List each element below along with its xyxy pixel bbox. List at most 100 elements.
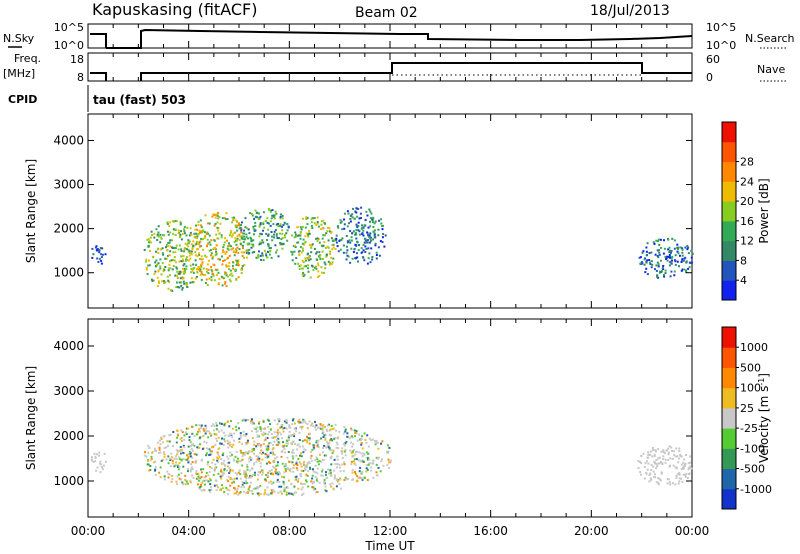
velocity-echo-cell — [350, 427, 353, 430]
velocity-echo-cell — [300, 475, 303, 478]
velocity-echo-cell — [215, 424, 218, 427]
velocity-echo-cell — [637, 467, 640, 469]
velocity-echo-cell — [238, 469, 241, 472]
velocity-echo-cell — [273, 459, 276, 462]
power-echo-cell — [326, 245, 329, 248]
velocity-echo-cell — [154, 447, 156, 450]
power-echo-cell — [175, 261, 178, 264]
velocity-echo-cell — [248, 450, 251, 453]
velocity-echo-cell — [344, 442, 347, 445]
velocity-echo-cell — [273, 431, 276, 434]
power-echo-cell — [236, 260, 239, 262]
velocity-echo-cell — [275, 472, 278, 475]
power-echo-cell — [355, 211, 358, 214]
power-echo-cell — [100, 253, 103, 256]
power-echo-cell — [299, 232, 302, 235]
velocity-echo-cell — [372, 462, 375, 465]
velocity-echo-cell — [356, 451, 359, 453]
power-echo-cell — [196, 237, 198, 240]
velocity-echo-cell — [674, 455, 677, 458]
power-echo-cell — [645, 254, 648, 256]
power-echo-cell — [205, 270, 208, 273]
velocity-echo-cell — [331, 428, 334, 431]
velocity-echo-cell — [388, 461, 390, 464]
velocity-echo-cell — [653, 453, 656, 456]
power-echo-cell — [368, 252, 371, 255]
power-echo-cell — [276, 237, 279, 239]
power-echo-cell — [670, 250, 673, 252]
velocity-echo-cell — [355, 458, 358, 461]
velocity-echo-cell — [189, 479, 192, 482]
power-echo-cell — [218, 278, 221, 281]
velocity-echo-cell — [388, 446, 391, 449]
power-echo-cell — [191, 281, 194, 284]
velocity-echo-cell — [266, 474, 269, 477]
velocity-echo-cell — [199, 443, 202, 446]
power-echo-cell — [356, 215, 359, 218]
velocity-echo-cell — [199, 486, 202, 489]
velocity-echo-cell — [667, 453, 670, 456]
velocity-echo-cell — [200, 476, 203, 478]
velocity-echo-cell — [261, 458, 264, 461]
velocity-echo-cell — [316, 440, 319, 443]
velocity-echo-cell — [312, 425, 315, 427]
velocity-echo-cell — [652, 446, 655, 449]
power-echo-cell — [673, 270, 676, 273]
power-echo-cell — [339, 219, 342, 222]
velocity-echo-cell — [243, 471, 246, 474]
power-echo-cell — [658, 253, 661, 256]
velocity-echo-cell — [159, 451, 162, 454]
velocity-echo-cell — [195, 424, 198, 427]
velocity-echo-cell — [270, 469, 273, 472]
velocity-echo-cell — [689, 461, 692, 464]
velocity-echo-cell — [251, 418, 253, 421]
velocity-echo-cell — [314, 475, 317, 478]
power-echo-cell — [179, 272, 182, 275]
velocity-colorbar-tick-label-2: 100 — [740, 382, 761, 395]
velocity-echo-cell — [217, 453, 220, 456]
velocity-echo-cell — [300, 482, 302, 485]
velocity-echo-cell — [223, 464, 226, 466]
power-echo-cell — [364, 240, 367, 243]
velocity-echo-cell — [653, 455, 656, 458]
power-echo-cell — [237, 222, 240, 225]
velocity-echo-cell — [323, 444, 326, 447]
power-echo-cell — [316, 239, 319, 242]
velocity-echo-cell — [252, 422, 255, 425]
power-echo-cell — [182, 258, 184, 261]
power-echo-cell — [247, 237, 249, 240]
power-echo-cell — [185, 243, 188, 246]
velocity-echo-cell — [184, 478, 187, 481]
power-echo-cell — [359, 212, 362, 215]
power-echo-cell — [227, 245, 230, 248]
velocity-echo-cell — [223, 469, 226, 472]
power-echo-cell — [315, 252, 318, 255]
velocity-echo-cell — [352, 443, 355, 446]
velocity-echo-cell — [366, 468, 369, 471]
power-echo-cell — [370, 212, 373, 215]
velocity-echo-cell — [262, 471, 265, 474]
power-echo-cell — [371, 221, 374, 223]
velocity-echo-cell — [666, 449, 668, 452]
power-echo-cell — [673, 259, 676, 262]
velocity-echo-cell — [358, 459, 361, 462]
power-echo-cell — [275, 234, 278, 237]
velocity-echo-cell — [260, 453, 263, 455]
power-echo-cell — [320, 223, 323, 226]
velocity-echo-cell — [186, 454, 189, 457]
velocity-echo-cell — [183, 438, 186, 441]
power-echo-cell — [304, 259, 307, 262]
velocity-echo-cell — [340, 487, 343, 490]
velocity-echo-cell — [343, 425, 346, 428]
power-echo-cell — [258, 250, 260, 253]
power-echo-cell — [201, 258, 204, 261]
velocity-echo-cell — [272, 447, 275, 450]
power-echo-cell — [269, 210, 272, 213]
velocity-echo-cell — [361, 471, 364, 473]
velocity-echo-cell — [273, 453, 276, 456]
velocity-echo-cell — [207, 430, 210, 433]
power-echo-cell — [185, 256, 188, 259]
velocity-echo-cell — [148, 469, 151, 472]
power-echo-cell — [349, 218, 352, 220]
power-echo-cell — [243, 251, 246, 254]
